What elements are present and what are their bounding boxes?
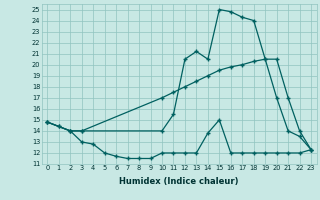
X-axis label: Humidex (Indice chaleur): Humidex (Indice chaleur) — [119, 177, 239, 186]
